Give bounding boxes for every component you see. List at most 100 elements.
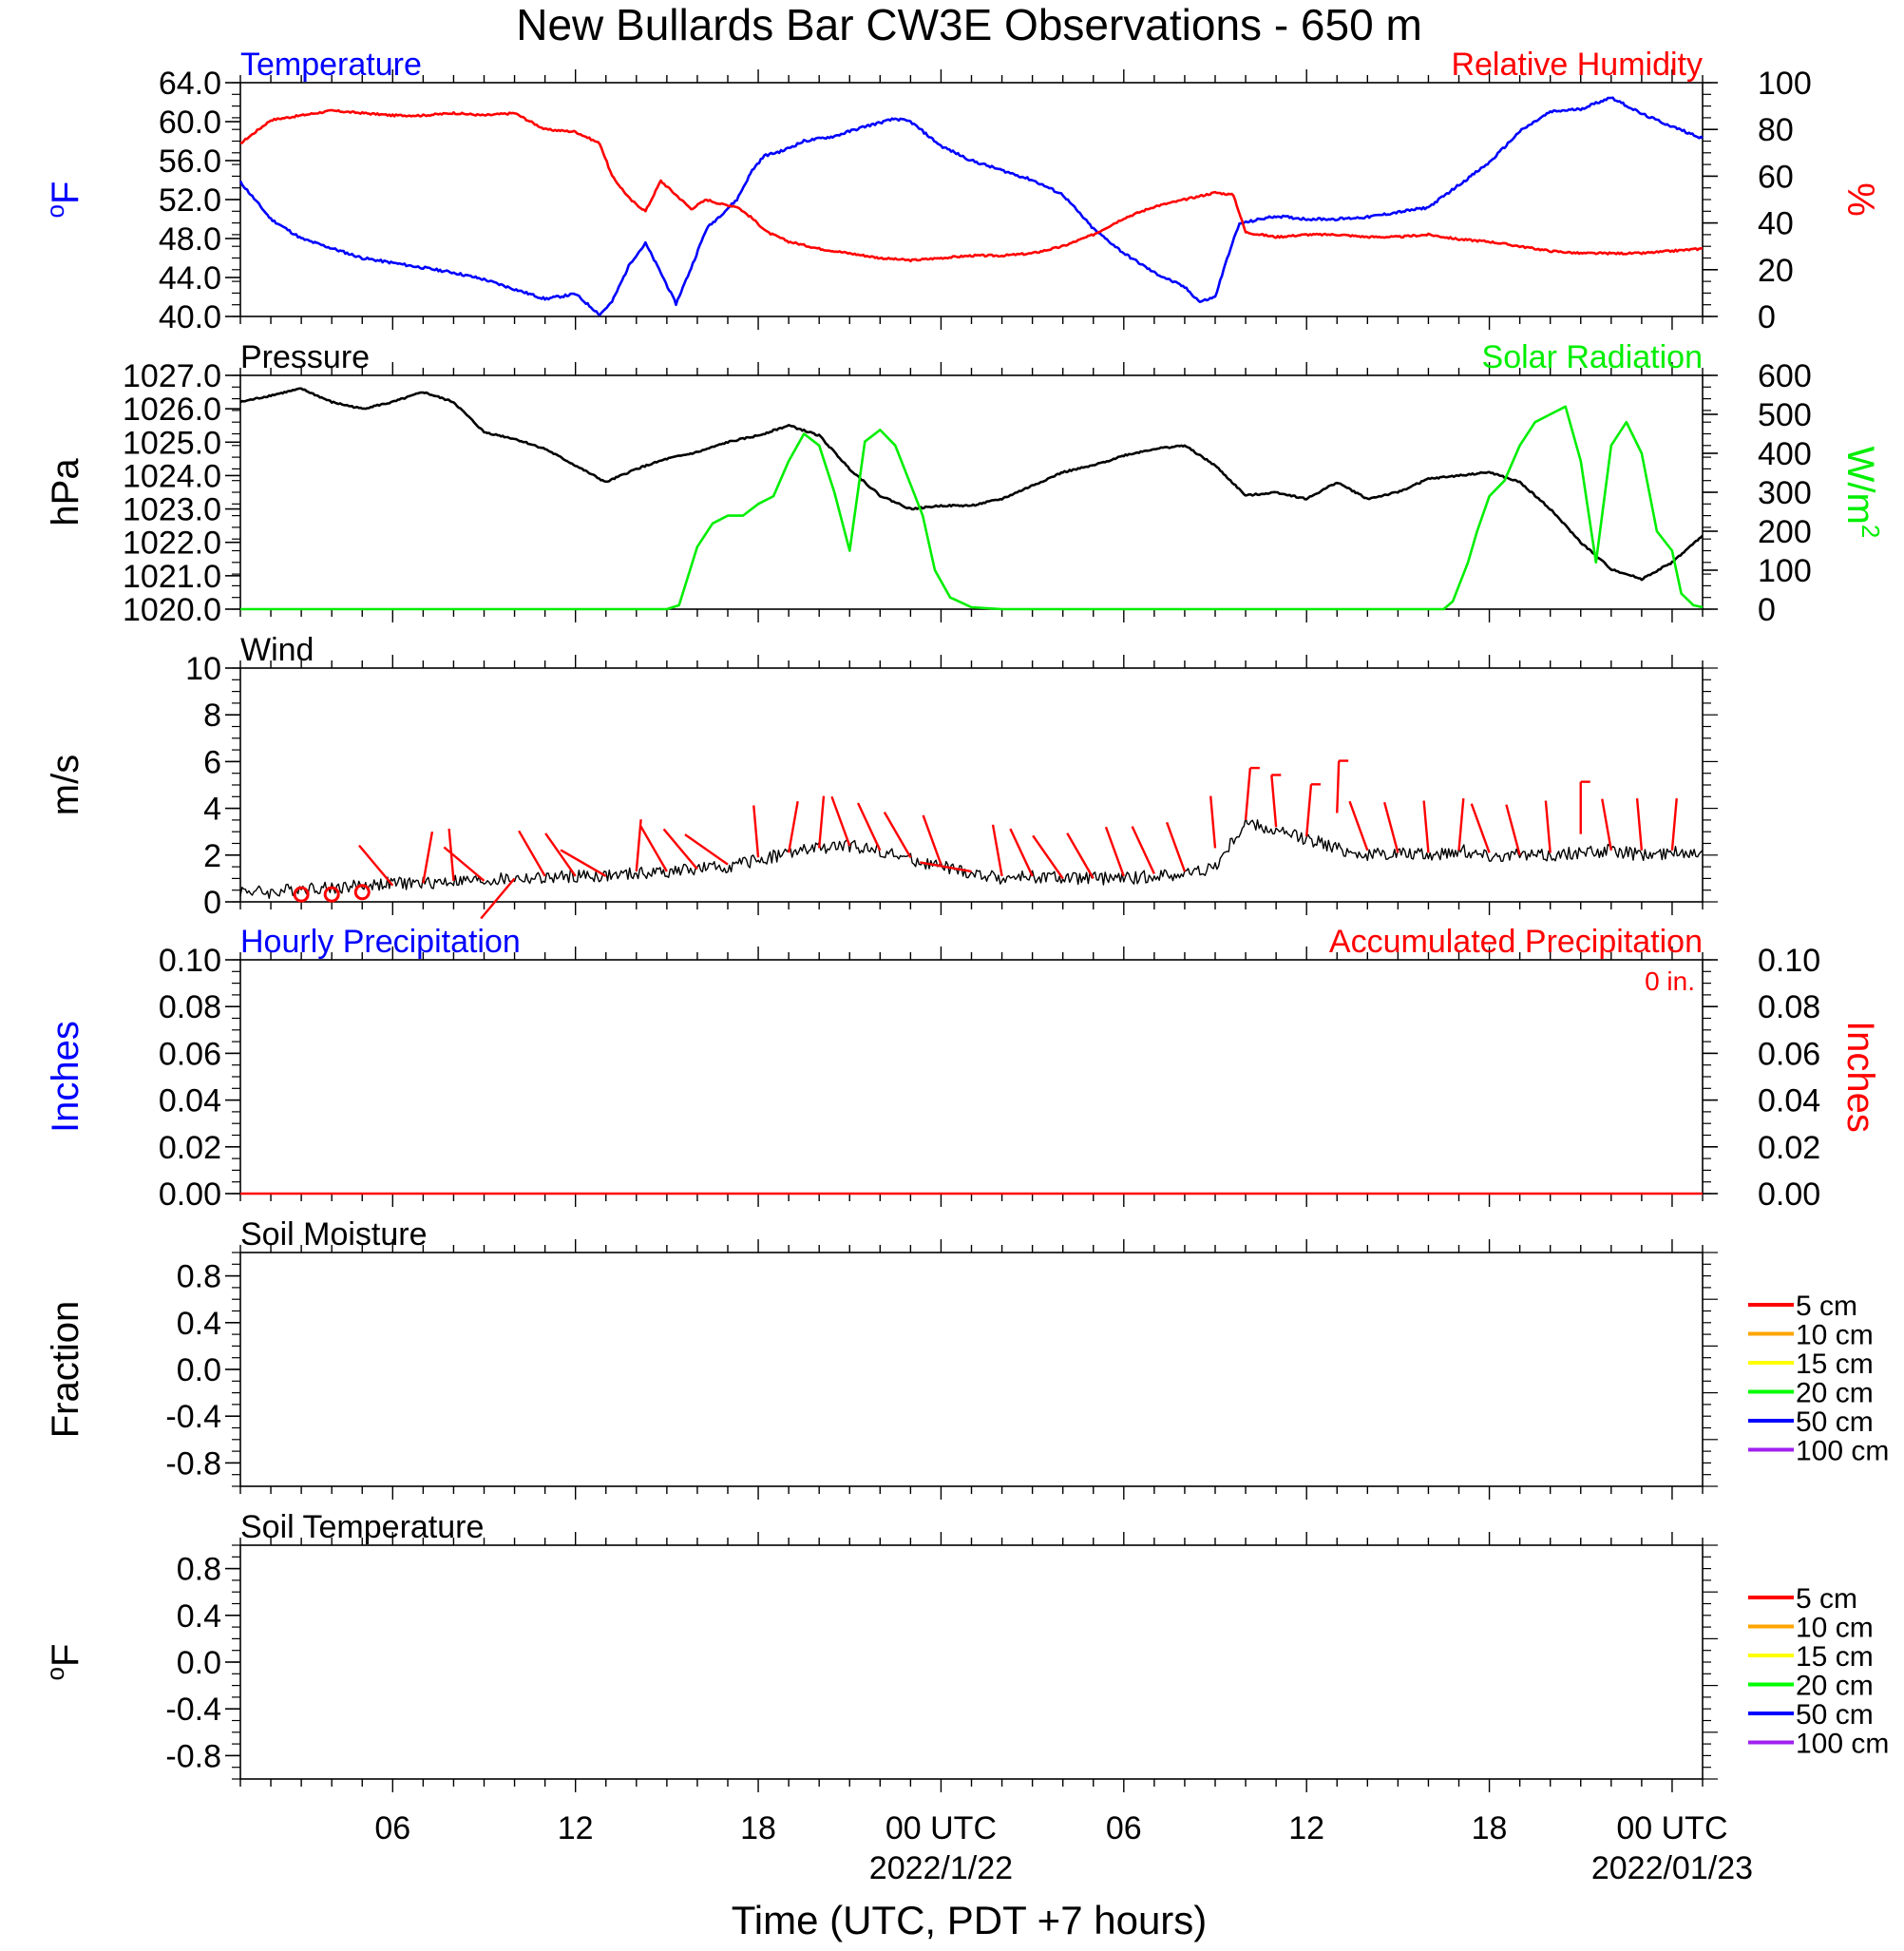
legend-label: 5 cm	[1796, 1583, 1857, 1615]
series-line-wind	[239, 817, 1704, 899]
y-tick-label-right: 0.00	[1758, 1176, 1820, 1213]
series-line-pressure	[239, 387, 1704, 582]
y-tick-label: 0.0	[177, 1645, 221, 1681]
legend-label: 10 cm	[1796, 1613, 1874, 1644]
wind-barb	[752, 805, 760, 858]
wind-barb	[1244, 768, 1252, 821]
plot-frame	[239, 374, 1704, 610]
y-tick-label: 8	[203, 698, 221, 734]
y-tick-label-right: 100	[1758, 553, 1812, 589]
series-line-solar-radiation	[240, 405, 1704, 611]
y-tick-label-right: 100	[1758, 66, 1812, 102]
wind-barb	[1066, 832, 1095, 880]
x-tick-label: 06	[374, 1810, 410, 1846]
y-tick-label-right: 600	[1758, 358, 1812, 394]
wind-barb	[635, 819, 642, 872]
y-tick-label: 0.00	[159, 1176, 221, 1213]
series-line-relative-humidity	[239, 108, 1704, 263]
legend-label: 15 cm	[1796, 1348, 1874, 1380]
panel-title-left: Soil Moisture	[240, 1216, 428, 1253]
wind-barb	[1422, 800, 1430, 853]
y-tick-label: 1022.0	[123, 526, 221, 562]
wind-barb	[443, 846, 486, 882]
y-axis-label-left: m/s	[45, 755, 86, 815]
legend-label: 20 cm	[1796, 1671, 1874, 1702]
y-tick-label: -0.4	[165, 1399, 221, 1435]
legend-label: 20 cm	[1796, 1378, 1874, 1409]
y-axis-label-left: Inches	[45, 1021, 86, 1133]
y-tick-label: -0.8	[165, 1738, 221, 1774]
series-line-temperature	[238, 96, 1704, 316]
y-tick-label-right: 300	[1758, 475, 1812, 511]
legend-label: 10 cm	[1796, 1320, 1874, 1351]
wind-barb	[544, 832, 577, 877]
wind-barb	[422, 831, 434, 884]
plot-frame	[239, 1544, 1704, 1780]
y-tick-label: 1021.0	[123, 559, 221, 595]
y-tick-label: 1020.0	[123, 592, 221, 628]
wind-barb	[787, 800, 799, 853]
x-tick-label: 18	[740, 1810, 776, 1846]
y-tick-label: 0.8	[177, 1552, 221, 1588]
y-tick-label-right: 0.02	[1758, 1130, 1820, 1166]
plot-frame	[239, 959, 1704, 1195]
y-tick-label: 44.0	[159, 260, 221, 296]
y-tick-label: 0.4	[177, 1306, 221, 1342]
y-tick-label: 1023.0	[123, 492, 221, 528]
x-tick-date-label: 2022/1/22	[869, 1850, 1013, 1886]
wind-barb	[560, 849, 607, 877]
y-tick-label: -0.8	[165, 1445, 221, 1482]
y-tick-label-right: 0.08	[1758, 989, 1820, 1025]
wind-barb	[1670, 797, 1678, 851]
wind-barb	[1131, 826, 1155, 874]
x-tick-label: 18	[1472, 1810, 1508, 1846]
wind-barb	[883, 812, 912, 858]
wind-barb	[662, 828, 698, 870]
y-tick-label-right: 0	[1758, 299, 1776, 335]
y-tick-label: 0.4	[177, 1598, 221, 1635]
y-tick-label: 6	[203, 744, 221, 780]
wind-barb-calm	[293, 886, 310, 903]
wind-barb	[991, 824, 1003, 877]
y-tick-label: 0.06	[159, 1036, 221, 1072]
panel-title-left: Temperature	[240, 47, 422, 83]
legend-label: 100 cm	[1796, 1729, 1889, 1760]
y-tick-label: 64.0	[159, 66, 221, 102]
wind-barb-calm	[353, 884, 371, 901]
wind-barb	[1470, 803, 1491, 853]
wind-barb	[1104, 826, 1125, 877]
y-tick-label: 0.02	[159, 1130, 221, 1166]
wind-barb	[1635, 797, 1644, 851]
accumulated-total-label: 0 in.	[1645, 966, 1695, 996]
y-tick-label: 0.10	[159, 943, 221, 979]
y-tick-label: 0.08	[159, 989, 221, 1025]
wind-barb	[1304, 784, 1313, 837]
chart-title: New Bullards Bar CW3E Observations - 650…	[516, 0, 1422, 49]
panel-title-left: Pressure	[240, 339, 370, 375]
y-tick-label: 56.0	[159, 143, 221, 180]
wind-barb	[480, 877, 516, 920]
x-tick-date-label: 2022/01/23	[1591, 1850, 1753, 1886]
wind-barb	[1382, 801, 1399, 853]
wind-barb	[920, 861, 972, 873]
y-tick-label: 1024.0	[123, 458, 221, 494]
x-tick-label: 06	[1106, 1810, 1142, 1846]
legend-label: 50 cm	[1796, 1699, 1874, 1731]
legend-label: 5 cm	[1796, 1291, 1857, 1322]
x-tick-label: 12	[558, 1810, 594, 1846]
panel-title-right: Solar Radiation	[1482, 339, 1703, 375]
y-axis-label-left: Fraction	[45, 1301, 86, 1439]
y-tick-label: 60.0	[159, 105, 221, 141]
wind-barb	[358, 844, 394, 887]
y-tick-label: 1025.0	[123, 425, 221, 461]
panel-title-right: Accumulated Precipitation	[1329, 924, 1703, 960]
y-tick-label-right: 60	[1758, 159, 1794, 195]
y-axis-label-right: Inches	[1839, 1021, 1881, 1133]
y-tick-label-right: 200	[1758, 514, 1812, 550]
wind-barb	[1270, 775, 1278, 828]
y-tick-label: 40.0	[159, 299, 221, 335]
y-tick-label: -0.4	[165, 1692, 221, 1728]
y-tick-label-right: 40	[1758, 206, 1794, 242]
wind-barb	[1032, 834, 1064, 880]
y-tick-label: 0	[203, 885, 221, 921]
